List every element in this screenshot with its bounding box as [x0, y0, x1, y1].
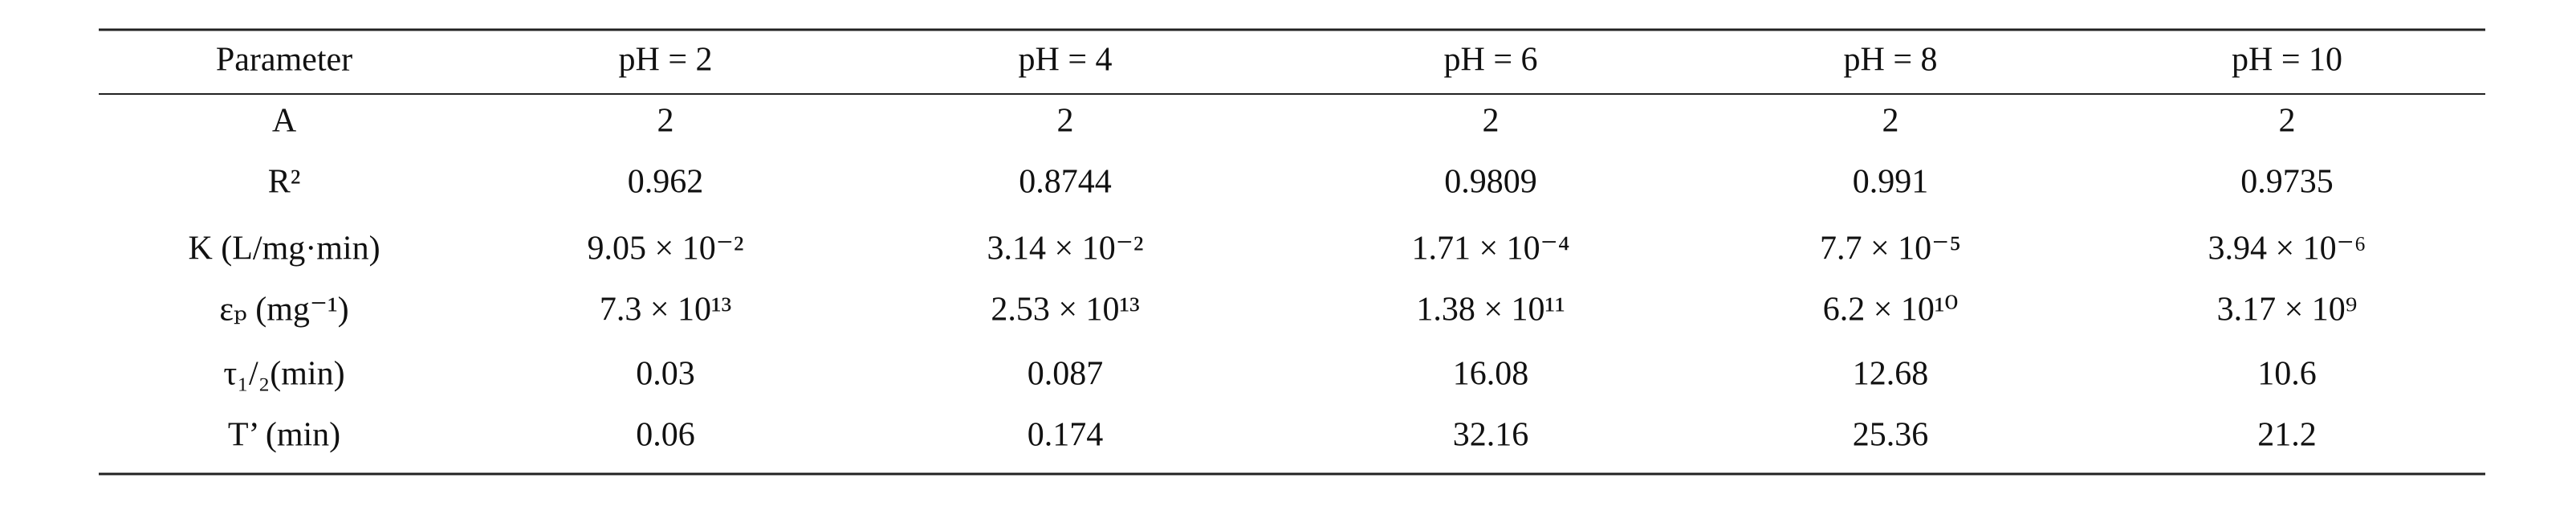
cell: 16.08: [1453, 356, 1529, 393]
cell: 0.174: [1028, 417, 1104, 454]
cell: 1.71 × 10⁻⁴: [1412, 231, 1570, 268]
header-cell: pH = 6: [1443, 42, 1537, 79]
header-cell: pH = 4: [1018, 42, 1112, 79]
header-cell: pH = 10: [2232, 42, 2342, 79]
cell: 0.8744: [1019, 164, 1112, 201]
header-cell: pH = 8: [1843, 42, 1937, 79]
cell: 7.3 × 10¹³: [600, 292, 731, 329]
cell: 9.05 × 10⁻²: [588, 231, 744, 268]
cell: 3.14 × 10⁻²: [987, 231, 1144, 268]
row-label: T’ (min): [228, 417, 340, 454]
cell: 0.03: [636, 356, 695, 393]
cell: 0.9809: [1444, 164, 1537, 201]
cell: 12.68: [1853, 356, 1929, 393]
row-label: R²: [268, 164, 301, 201]
cell: 1.38 × 10¹¹: [1416, 292, 1565, 329]
cell: 2: [2279, 103, 2296, 140]
cell: 32.16: [1453, 417, 1529, 454]
cell: 2: [1882, 103, 1899, 140]
cell: 0.9735: [2240, 164, 2334, 201]
row-label: K (L/mg·min): [188, 231, 380, 268]
cell: 2: [1057, 103, 1074, 140]
cell: 0.991: [1853, 164, 1929, 201]
cell: 2.53 × 10¹³: [991, 292, 1139, 329]
cell: 0.087: [1028, 356, 1104, 393]
row-label: A: [272, 103, 297, 140]
cell: 3.17 × 10⁹: [2217, 292, 2358, 329]
cell: 7.7 × 10⁻⁵: [1820, 231, 1961, 268]
row-label: εₚ (mg⁻¹): [219, 292, 348, 329]
cell: 6.2 × 10¹⁰: [1823, 292, 1959, 329]
row-label: τ₁/₂(min): [223, 356, 344, 393]
cell: 3.94 × 10⁻⁶: [2208, 231, 2366, 268]
cell: 10.6: [2257, 356, 2317, 393]
cell: 0.06: [636, 417, 695, 454]
cell: 21.2: [2257, 417, 2317, 454]
header-cell: pH = 2: [618, 42, 712, 79]
cell: 2: [657, 103, 674, 140]
header-cell: Parameter: [216, 42, 352, 79]
cell: 2: [1483, 103, 1500, 140]
cell: 25.36: [1853, 417, 1929, 454]
cell: 0.962: [628, 164, 704, 201]
